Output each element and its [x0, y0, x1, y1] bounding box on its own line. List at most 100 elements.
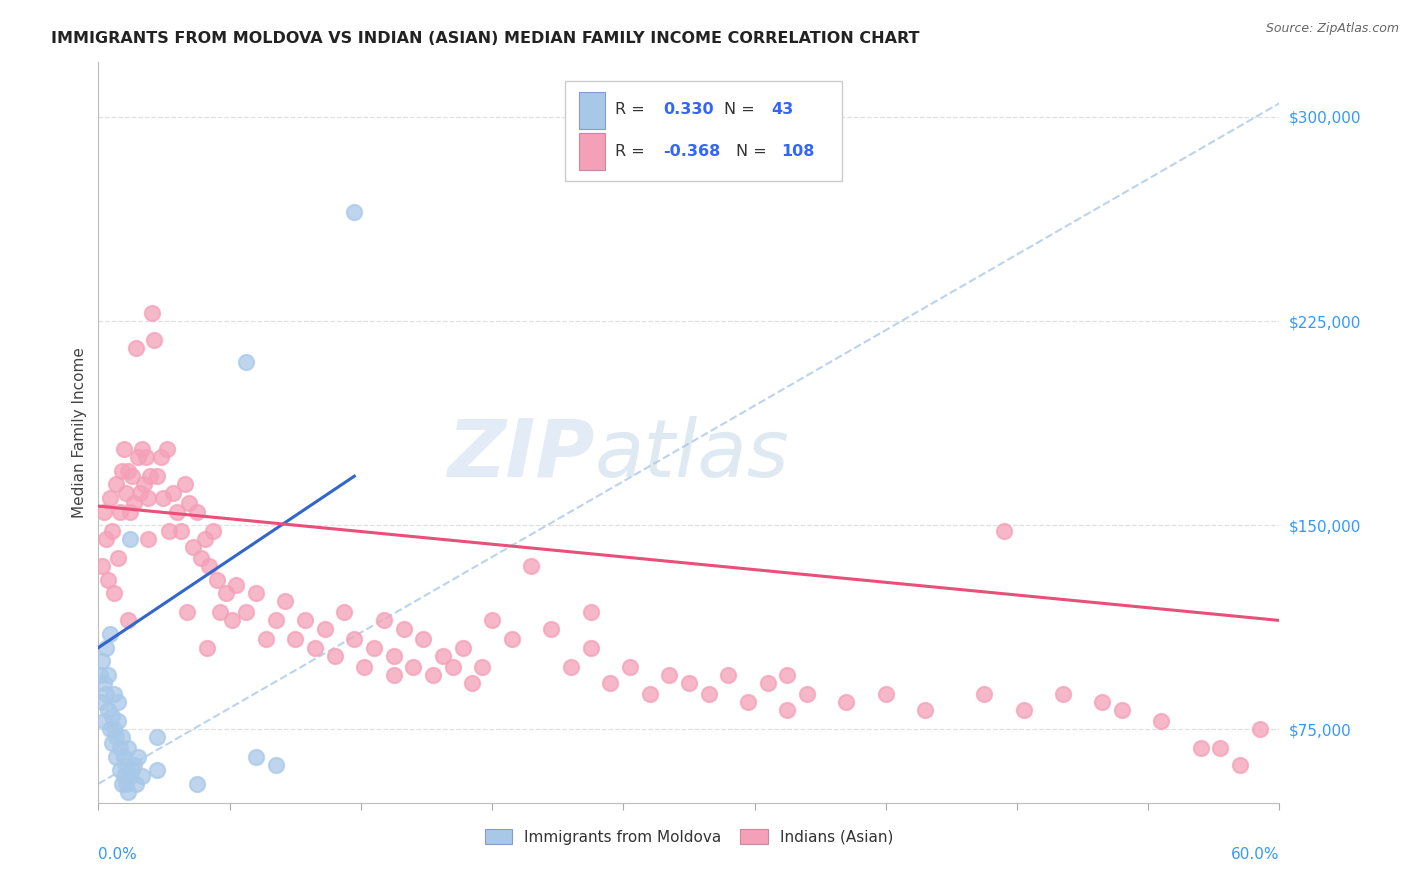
Point: [122, 496, 145, 510]
Point: [520, 559, 543, 574]
Point: [540, 622, 562, 636]
Point: [1209, 741, 1232, 756]
Text: R =: R =: [614, 102, 650, 117]
Point: [135, 450, 157, 464]
Y-axis label: Median Family Income: Median Family Income: [72, 347, 87, 518]
Point: [117, 614, 139, 628]
Point: [101, 708, 124, 723]
Point: [363, 640, 385, 655]
Point: [796, 687, 818, 701]
Point: [107, 550, 129, 565]
Point: [103, 586, 125, 600]
Point: [101, 736, 124, 750]
Point: [96, 640, 118, 655]
Point: [717, 668, 740, 682]
Point: [619, 659, 641, 673]
Point: [127, 450, 149, 464]
Point: [132, 477, 155, 491]
Point: [776, 668, 799, 682]
Text: ZIP: ZIP: [447, 416, 595, 494]
Legend: Immigrants from Moldova, Indians (Asian): Immigrants from Moldova, Indians (Asian): [478, 822, 900, 851]
Point: [91, 654, 114, 668]
Point: [195, 640, 218, 655]
Point: [98, 723, 121, 737]
Point: [245, 586, 267, 600]
Point: [127, 749, 149, 764]
Point: [118, 504, 141, 518]
Point: [186, 777, 208, 791]
Text: R =: R =: [614, 144, 650, 159]
Point: [737, 695, 759, 709]
Point: [481, 614, 503, 628]
Point: [678, 676, 700, 690]
Text: -0.368: -0.368: [664, 144, 720, 159]
Point: [314, 622, 336, 636]
Point: [176, 605, 198, 619]
Point: [93, 504, 115, 518]
Point: [392, 622, 415, 636]
Point: [101, 524, 124, 538]
Point: [105, 477, 128, 491]
Point: [412, 632, 434, 647]
Text: 108: 108: [782, 144, 814, 159]
Point: [190, 550, 212, 565]
Point: [105, 731, 128, 745]
Point: [194, 532, 217, 546]
Text: Source: ZipAtlas.com: Source: ZipAtlas.com: [1265, 22, 1399, 36]
Point: [579, 640, 602, 655]
Text: atlas: atlas: [595, 416, 789, 494]
Point: [118, 768, 141, 782]
Point: [170, 524, 193, 538]
Point: [128, 485, 150, 500]
Point: [373, 614, 395, 628]
Point: [107, 695, 129, 709]
Point: [353, 659, 375, 673]
Point: [166, 504, 188, 518]
Point: [209, 605, 232, 619]
Point: [174, 477, 197, 491]
Point: [756, 676, 779, 690]
Point: [875, 687, 897, 701]
Point: [1150, 714, 1173, 728]
Point: [103, 723, 125, 737]
Point: [112, 749, 135, 764]
Point: [146, 469, 169, 483]
Point: [201, 524, 224, 538]
Point: [177, 496, 200, 510]
Point: [117, 741, 139, 756]
Text: IMMIGRANTS FROM MOLDOVA VS INDIAN (ASIAN) MEDIAN FAMILY INCOME CORRELATION CHART: IMMIGRANTS FROM MOLDOVA VS INDIAN (ASIAN…: [51, 31, 920, 46]
Point: [186, 504, 208, 518]
Point: [97, 703, 120, 717]
Point: [96, 687, 118, 701]
Point: [146, 763, 169, 777]
Point: [451, 640, 474, 655]
Point: [914, 703, 936, 717]
Point: [111, 464, 134, 478]
Point: [697, 687, 720, 701]
Point: [136, 491, 159, 505]
Point: [121, 763, 143, 777]
Point: [156, 442, 179, 456]
Point: [152, 491, 174, 505]
Point: [89, 668, 111, 682]
Point: [235, 355, 257, 369]
Text: 0.0%: 0.0%: [98, 847, 138, 863]
Point: [1091, 695, 1114, 709]
Point: [599, 676, 621, 690]
Point: [98, 627, 121, 641]
Point: [121, 469, 143, 483]
Bar: [579, 92, 605, 129]
Point: [993, 524, 1015, 538]
Point: [141, 306, 163, 320]
Point: [264, 614, 287, 628]
Point: [136, 532, 159, 546]
Point: [157, 524, 180, 538]
Point: [96, 532, 118, 546]
Point: [111, 731, 134, 745]
Point: [108, 741, 131, 756]
Point: [323, 648, 346, 663]
Point: [284, 632, 307, 647]
Point: [579, 605, 602, 619]
Point: [274, 594, 297, 608]
Point: [115, 777, 138, 791]
